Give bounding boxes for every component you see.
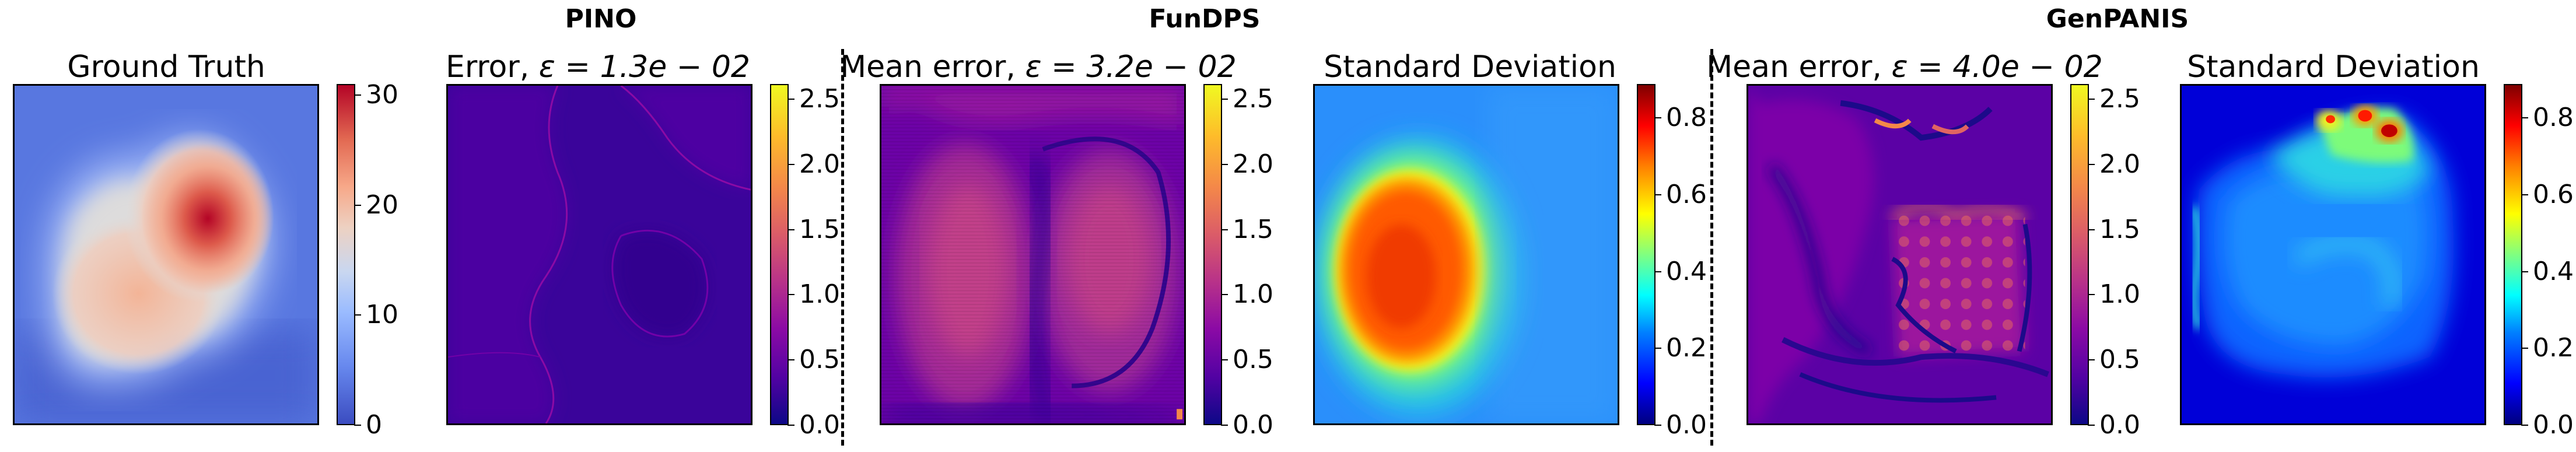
- fundps-std-colorbar: [1637, 84, 1656, 425]
- genpanis-std-tick-0.2: 0.2: [2521, 333, 2574, 363]
- panel-title-fundps-mean-error-prefix: Mean error,: [840, 50, 1026, 85]
- panel-title-fundps-mean-error-math: ε = 3.2e − 02: [1025, 50, 1237, 85]
- genpanis-std-tick-0.0: 0.0: [2521, 410, 2574, 440]
- panel-title-pino-error: Error, ε = 1.3e − 02: [443, 49, 752, 85]
- genpanis-std-tick-0.8: 0.8: [2521, 103, 2574, 132]
- fundps-error-tick-2.5: 2.5: [1221, 84, 1273, 114]
- genpanis-error-tick-0.0: 0.0: [2088, 410, 2140, 440]
- panel-title-genpanis-mean-error-prefix: Mean error,: [1706, 50, 1892, 85]
- genpanis-error-tick-2.5: 2.5: [2088, 84, 2140, 114]
- group-title-genpanis: GenPANIS: [2046, 4, 2189, 34]
- fundps-mean-error-svg: [881, 86, 1184, 423]
- group-title-fundps: FunDPS: [1149, 4, 1261, 34]
- genpanis-mean-error-svg: [1748, 86, 2051, 423]
- pino-error-colorbar: [770, 84, 789, 425]
- genpanis-error-colorbar: [2070, 84, 2089, 425]
- fundps-std-tick-0.0: 0.0: [1654, 410, 1707, 440]
- fundps-error-tick-0.5: 0.5: [1221, 345, 1273, 374]
- pino-error-tick-1.5: 1.5: [788, 215, 840, 244]
- genpanis-std-svg: [2182, 86, 2484, 423]
- pino-error-svg: [448, 86, 751, 423]
- fundps-mean-error-image: [880, 84, 1186, 425]
- genpanis-error-tick-0.5: 0.5: [2088, 345, 2140, 374]
- pino-error-tick-2.0: 2.0: [788, 149, 840, 179]
- pino-error-tick-0.0: 0.0: [788, 410, 840, 440]
- genpanis-error-tick-1.0: 1.0: [2088, 279, 2140, 309]
- fundps-std-tick-0.2: 0.2: [1654, 333, 1707, 363]
- ground-truth-image: [13, 84, 319, 425]
- genpanis-std-image: [2180, 84, 2486, 425]
- panel-title-genpanis-std: Standard Deviation: [2187, 50, 2480, 85]
- fundps-std-tick-0.8: 0.8: [1654, 103, 1707, 132]
- ground-truth-svg: [15, 86, 317, 423]
- fundps-std-tick-0.4: 0.4: [1654, 257, 1707, 286]
- genpanis-error-tick-2.0: 2.0: [2088, 149, 2140, 179]
- genpanis-std-colorbar: [2504, 84, 2522, 425]
- fundps-std-svg: [1315, 86, 1618, 423]
- ground-truth-tick-0: 0: [354, 410, 382, 440]
- fundps-std-image: [1313, 84, 1619, 425]
- fundps-error-tick-2.0: 2.0: [1221, 149, 1273, 179]
- panel-title-pino-error-math: ε = 1.3e − 02: [538, 50, 751, 85]
- panel-title-ground-truth: Ground Truth: [67, 50, 265, 85]
- ground-truth-tick-20: 20: [354, 190, 398, 220]
- ground-truth-tick-10: 10: [354, 300, 398, 330]
- group-separator-2: [1710, 49, 1713, 446]
- ground-truth-tick-30: 30: [354, 80, 398, 110]
- pino-error-image: [446, 84, 752, 425]
- genpanis-std-tick-0.4: 0.4: [2521, 257, 2574, 286]
- panel-title-fundps-mean-error: Mean error, ε = 3.2e − 02: [840, 49, 1237, 85]
- panel-title-pino-error-prefix: Error,: [445, 50, 539, 85]
- pino-error-tick-2.5: 2.5: [788, 84, 840, 114]
- pino-error-tick-1.0: 1.0: [788, 279, 840, 309]
- fundps-error-tick-1.5: 1.5: [1221, 215, 1273, 244]
- fundps-error-tick-0.0: 0.0: [1221, 410, 1273, 440]
- group-title-pino: PINO: [565, 4, 637, 34]
- genpanis-error-tick-1.5: 1.5: [2088, 215, 2140, 244]
- panel-title-fundps-std: Standard Deviation: [1324, 50, 1616, 85]
- group-separator-1: [841, 49, 844, 446]
- fundps-error-colorbar: [1203, 84, 1222, 425]
- panel-title-genpanis-mean-error: Mean error, ε = 4.0e − 02: [1706, 49, 2103, 85]
- fundps-std-tick-0.6: 0.6: [1654, 180, 1707, 209]
- panel-title-genpanis-mean-error-math: ε = 4.0e − 02: [1891, 50, 2103, 85]
- genpanis-std-tick-0.6: 0.6: [2521, 180, 2574, 209]
- ground-truth-colorbar: [337, 84, 355, 425]
- genpanis-mean-error-image: [1746, 84, 2053, 425]
- fundps-error-tick-1.0: 1.0: [1221, 279, 1273, 309]
- pino-error-tick-0.5: 0.5: [788, 345, 840, 374]
